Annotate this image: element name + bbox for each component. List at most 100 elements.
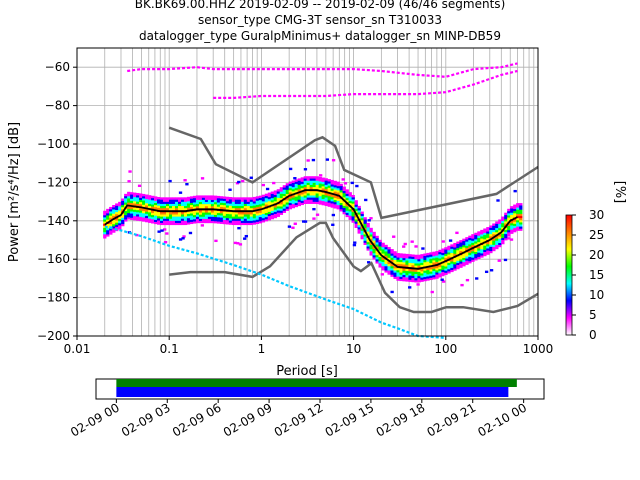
density-cell xyxy=(465,241,469,244)
density-cell xyxy=(441,248,445,251)
density-cell xyxy=(195,216,200,219)
density-cell xyxy=(243,205,248,209)
density-cell xyxy=(237,201,242,204)
density-cell xyxy=(426,259,430,262)
density-cell xyxy=(210,220,215,224)
density-cell xyxy=(160,203,164,207)
density-cell xyxy=(477,256,481,260)
density-cell xyxy=(495,238,499,241)
density-cell xyxy=(333,204,337,207)
density-cell xyxy=(315,191,319,194)
density-cell xyxy=(423,272,427,275)
density-cell xyxy=(503,258,508,262)
density-cell xyxy=(360,228,364,231)
density-cell xyxy=(408,277,412,280)
density-cell xyxy=(468,235,472,239)
density-cell xyxy=(311,158,316,162)
density-cell xyxy=(513,210,517,214)
density-cell xyxy=(231,205,236,209)
density-cell xyxy=(148,218,152,221)
density-cell xyxy=(168,220,173,223)
density-cell xyxy=(249,212,254,215)
density-cell xyxy=(133,215,137,219)
density-cell xyxy=(387,263,391,267)
density-cell xyxy=(483,243,487,246)
density-cell xyxy=(130,213,134,216)
density-cell xyxy=(498,240,502,243)
x-tick-label: 0.1 xyxy=(160,342,179,356)
timeline-tick-label: 02-10 00 xyxy=(475,400,529,439)
density-cell xyxy=(438,253,442,257)
density-cell xyxy=(103,229,107,233)
density-cell xyxy=(207,220,212,224)
density-cell xyxy=(483,245,487,248)
density-cell xyxy=(244,234,248,238)
density-cell xyxy=(390,272,394,275)
density-cell xyxy=(210,203,215,207)
density-cell xyxy=(363,234,367,237)
density-cell xyxy=(414,254,418,258)
density-cell xyxy=(342,203,346,206)
density-cell xyxy=(489,229,493,233)
density-cell xyxy=(207,205,212,209)
density-cell xyxy=(285,206,290,209)
density-cell xyxy=(252,199,257,202)
density-cell xyxy=(354,219,358,222)
density-cell xyxy=(318,181,322,184)
density-cell xyxy=(115,211,119,215)
density-cell xyxy=(115,207,119,211)
density-cell xyxy=(318,195,322,199)
density-cell xyxy=(234,212,239,215)
density-cell xyxy=(121,215,125,218)
density-cell xyxy=(106,213,110,216)
density-cell xyxy=(405,256,409,259)
density-cell xyxy=(276,193,281,196)
density-cell xyxy=(148,205,152,209)
density-cell xyxy=(507,219,511,222)
density-cell xyxy=(471,253,475,256)
density-cell xyxy=(285,191,290,195)
density-cell xyxy=(489,231,493,235)
density-cell xyxy=(402,253,406,257)
density-cell xyxy=(363,240,367,243)
density-cell xyxy=(157,220,161,223)
density-cell xyxy=(291,199,295,202)
density-cell xyxy=(387,265,391,269)
timeline-bar-data xyxy=(116,379,517,387)
density-cell xyxy=(106,219,110,222)
density-cell xyxy=(288,206,293,210)
density-cell xyxy=(513,221,517,224)
density-cell xyxy=(459,248,463,251)
density-cell xyxy=(301,220,306,223)
density-cell xyxy=(243,197,248,200)
density-cell xyxy=(285,204,290,207)
density-cell xyxy=(303,176,307,179)
density-cell xyxy=(112,213,116,216)
density-cell xyxy=(315,182,319,186)
density-cell xyxy=(225,222,230,225)
density-cell xyxy=(441,269,445,272)
density-cell xyxy=(471,257,475,260)
density-cell xyxy=(204,210,209,213)
density-cell xyxy=(324,203,328,206)
density-cell xyxy=(354,223,358,226)
density-cell xyxy=(154,202,158,206)
density-cell xyxy=(459,246,463,249)
density-cell xyxy=(327,193,331,197)
density-cell xyxy=(327,179,331,182)
density-cell xyxy=(288,167,293,171)
density-cell xyxy=(480,244,484,248)
density-cell xyxy=(333,195,337,198)
density-cell xyxy=(163,218,167,221)
density-cell xyxy=(390,257,394,260)
density-cell xyxy=(166,207,170,211)
density-cell xyxy=(142,193,146,197)
density-cell xyxy=(459,261,463,264)
density-cell xyxy=(276,203,281,207)
density-cell xyxy=(133,203,137,206)
density-cell xyxy=(306,176,310,179)
density-cell xyxy=(510,208,514,211)
density-cell xyxy=(312,193,316,196)
density-cell xyxy=(480,234,484,237)
density-cell xyxy=(327,183,331,186)
